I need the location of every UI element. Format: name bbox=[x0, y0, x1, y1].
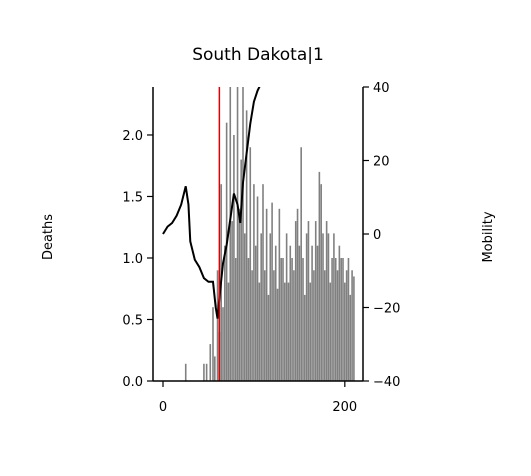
bar bbox=[242, 87, 244, 381]
bar bbox=[222, 307, 224, 381]
bar bbox=[313, 270, 315, 381]
bar bbox=[244, 233, 246, 381]
bar bbox=[251, 270, 253, 381]
bar bbox=[329, 282, 332, 381]
bar bbox=[184, 363, 187, 381]
bar bbox=[340, 257, 342, 381]
bar bbox=[274, 245, 277, 381]
bar bbox=[247, 257, 250, 381]
bar bbox=[203, 363, 205, 381]
bar bbox=[227, 282, 230, 381]
bar bbox=[353, 276, 355, 381]
bar bbox=[253, 184, 255, 381]
y2-tick-label: −40 bbox=[373, 375, 400, 390]
y-tick-label: 2.0 bbox=[122, 129, 143, 144]
bar bbox=[314, 221, 317, 381]
bar bbox=[324, 270, 326, 381]
x-tick-label: 200 bbox=[332, 400, 357, 415]
bar bbox=[224, 245, 226, 381]
bar bbox=[300, 147, 302, 381]
bar bbox=[289, 245, 292, 381]
bar bbox=[316, 245, 319, 381]
bar bbox=[304, 294, 306, 381]
bar bbox=[282, 257, 284, 381]
bar bbox=[265, 208, 268, 381]
bar bbox=[234, 257, 237, 381]
y-tick-label: 0.0 bbox=[122, 375, 143, 390]
bar bbox=[267, 294, 270, 381]
bar bbox=[276, 288, 279, 381]
bar bbox=[309, 282, 312, 381]
bar bbox=[298, 245, 301, 381]
bar bbox=[320, 184, 322, 381]
y2-tick-label: 20 bbox=[373, 155, 390, 170]
bar bbox=[269, 233, 272, 381]
bar bbox=[231, 221, 233, 381]
y2-tick-label: 40 bbox=[373, 81, 390, 96]
bar bbox=[278, 208, 281, 381]
bar bbox=[325, 221, 328, 381]
bar bbox=[205, 363, 208, 381]
bar bbox=[258, 282, 261, 381]
bar bbox=[349, 294, 352, 381]
y-axis-label: Deaths bbox=[41, 214, 56, 260]
bar bbox=[264, 270, 266, 381]
bar bbox=[209, 344, 212, 381]
bar bbox=[280, 257, 282, 381]
plot-area bbox=[162, 87, 355, 381]
bar bbox=[238, 208, 241, 381]
bar bbox=[293, 270, 295, 381]
x-tick-label: 0 bbox=[159, 400, 167, 415]
bar bbox=[342, 257, 344, 381]
bar bbox=[331, 257, 333, 381]
bar bbox=[302, 257, 304, 381]
bar bbox=[212, 307, 214, 381]
bar bbox=[338, 245, 341, 381]
bar bbox=[273, 270, 275, 381]
bar bbox=[260, 233, 262, 381]
bar bbox=[245, 110, 248, 381]
bar bbox=[254, 245, 257, 381]
y2-tick-label: −20 bbox=[373, 302, 400, 317]
bar bbox=[284, 282, 286, 381]
y2-tick-label: 0 bbox=[373, 228, 381, 243]
bar bbox=[229, 87, 232, 381]
y-tick-label: 1.5 bbox=[122, 190, 143, 205]
bar bbox=[233, 134, 235, 381]
bar bbox=[305, 233, 308, 381]
bar bbox=[318, 171, 321, 381]
bar bbox=[344, 282, 346, 381]
bar bbox=[216, 270, 219, 381]
bar bbox=[256, 196, 259, 381]
bar bbox=[214, 356, 216, 381]
bar bbox=[249, 147, 252, 381]
bar bbox=[291, 257, 293, 381]
bar bbox=[307, 221, 310, 381]
bar bbox=[296, 208, 299, 381]
bar bbox=[333, 233, 335, 381]
bar bbox=[347, 257, 350, 381]
bar bbox=[351, 270, 353, 381]
chart-title: South Dakota|1 bbox=[192, 45, 324, 65]
y2-axis-label: Mobility bbox=[481, 211, 496, 262]
bar bbox=[225, 122, 228, 381]
bar bbox=[236, 87, 239, 381]
bar bbox=[311, 245, 313, 381]
y-tick-label: 1.0 bbox=[122, 252, 143, 267]
bar bbox=[327, 233, 330, 381]
bar bbox=[345, 270, 348, 381]
bar bbox=[334, 257, 337, 381]
bar bbox=[262, 184, 264, 381]
bar bbox=[294, 221, 297, 381]
bar bbox=[285, 233, 288, 381]
bar bbox=[336, 270, 339, 381]
bar bbox=[322, 233, 324, 381]
bar bbox=[287, 282, 290, 381]
bar bbox=[271, 202, 273, 381]
y-tick-label: 0.5 bbox=[122, 313, 143, 328]
bar bbox=[240, 159, 242, 381]
mobility-line bbox=[162, 87, 261, 319]
